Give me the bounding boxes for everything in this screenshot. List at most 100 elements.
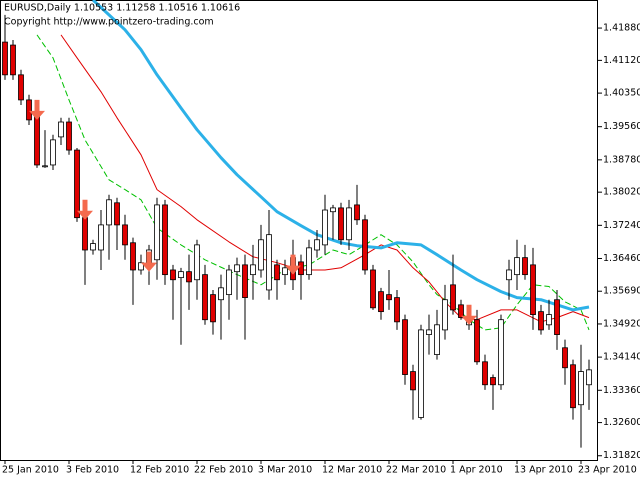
candle-body (66, 121, 72, 151)
candle-body (234, 264, 240, 273)
candle-body (122, 224, 128, 246)
x-tick-label: 12 Feb 2010 (130, 465, 189, 476)
moving-average (60, 34, 590, 323)
plot-frame (0, 0, 598, 461)
candle-body (218, 287, 224, 301)
candle-body (426, 329, 432, 335)
signal-arrow (285, 254, 301, 275)
candle-body (186, 271, 192, 283)
candle-body (418, 329, 424, 418)
candle-body (130, 242, 136, 271)
candle-body (506, 269, 512, 281)
y-tick-label: 1.33360 (603, 385, 640, 396)
candle-body (194, 244, 200, 281)
candle-body (178, 271, 184, 279)
chart-title: EURUSD,Daily 1.10553 1.11258 1.10516 1.1… (4, 3, 240, 14)
signal-arrow (29, 99, 45, 120)
candle-body (306, 247, 312, 276)
candle-body (474, 319, 480, 363)
y-tick-label: 1.36460 (603, 253, 640, 264)
candle-body (138, 262, 144, 271)
y-tick-label: 1.35690 (603, 286, 640, 297)
candle-body (354, 204, 360, 221)
candle-body (210, 294, 216, 323)
y-tick-label: 1.34920 (603, 318, 640, 329)
candle-body (578, 371, 584, 406)
candle-body (90, 243, 96, 251)
candle-body (538, 311, 544, 331)
x-tick-label: 12 Mar 2010 (322, 465, 382, 476)
candle-body (522, 257, 528, 276)
candle-body (298, 261, 304, 276)
signal-arrow (141, 251, 157, 272)
candle-body (498, 319, 504, 386)
candle-body (562, 347, 568, 369)
candle-body (338, 207, 344, 241)
signal-arrow (461, 304, 477, 325)
candle-body (258, 239, 264, 271)
candle-body (266, 234, 272, 291)
candle-body (242, 264, 248, 298)
candle-body (450, 284, 456, 311)
candle-body (58, 121, 64, 138)
candle-body (34, 114, 40, 166)
y-tick-label: 1.37240 (603, 220, 640, 231)
candle-body (434, 324, 440, 355)
plot (2, 0, 592, 448)
candle-body (314, 239, 320, 251)
x-tick-label: 22 Feb 2010 (194, 465, 253, 476)
candle-body (530, 264, 536, 316)
candle-body (10, 44, 16, 76)
y-tick-label: 1.38780 (603, 154, 640, 165)
candle-body (378, 291, 384, 313)
candle-body (106, 199, 112, 226)
candle-body (458, 304, 464, 318)
y-tick-label: 1.41880 (603, 23, 640, 34)
candle-body (226, 269, 232, 296)
x-tick-label: 13 Apr 2010 (514, 465, 573, 476)
signal-arrow (77, 199, 93, 220)
candle-body (162, 204, 168, 276)
candle-body (18, 74, 24, 101)
candle-body (74, 149, 80, 219)
candle-body (282, 267, 288, 276)
candle-body (386, 294, 392, 301)
candle-body (554, 299, 560, 335)
x-tick-label: 22 Mar 2010 (386, 465, 446, 476)
candle-body (370, 269, 376, 309)
candle-body (202, 274, 208, 321)
candle-body (570, 364, 576, 409)
candle-body (50, 139, 56, 166)
chart-subtitle: Copyright http://www.pointzero-trading.c… (4, 17, 214, 28)
x-tick-label: 23 Apr 2010 (578, 465, 637, 476)
candle-body (330, 207, 336, 213)
y-tick-label: 1.32600 (603, 417, 640, 428)
candle-body (394, 297, 400, 323)
x-tick-label: 1 Apr 2010 (450, 465, 503, 476)
candle-body (2, 41, 8, 76)
y-tick-label: 1.31820 (603, 450, 640, 461)
y-tick-label: 1.41120 (603, 55, 640, 66)
candle-body (546, 314, 552, 326)
candle-body (402, 319, 408, 375)
candle-body (170, 269, 176, 281)
candle-body (98, 224, 104, 251)
candle-body (322, 209, 328, 246)
y-tick-label: 1.34140 (603, 352, 640, 363)
candle-body (346, 207, 352, 241)
x-tick-label: 25 Jan 2010 (2, 465, 59, 476)
candle-body (114, 202, 120, 226)
candle-body (442, 299, 448, 331)
candle-body (482, 361, 488, 386)
candle-body (490, 377, 496, 386)
candle-body (410, 371, 416, 391)
y-tick-label: 1.38020 (603, 187, 640, 198)
candle-body (82, 217, 88, 251)
y-tick-label: 1.40350 (603, 88, 640, 99)
candle-body (250, 264, 256, 276)
moving-average (36, 34, 590, 331)
candle-body (586, 369, 592, 386)
candle-body (362, 219, 368, 271)
